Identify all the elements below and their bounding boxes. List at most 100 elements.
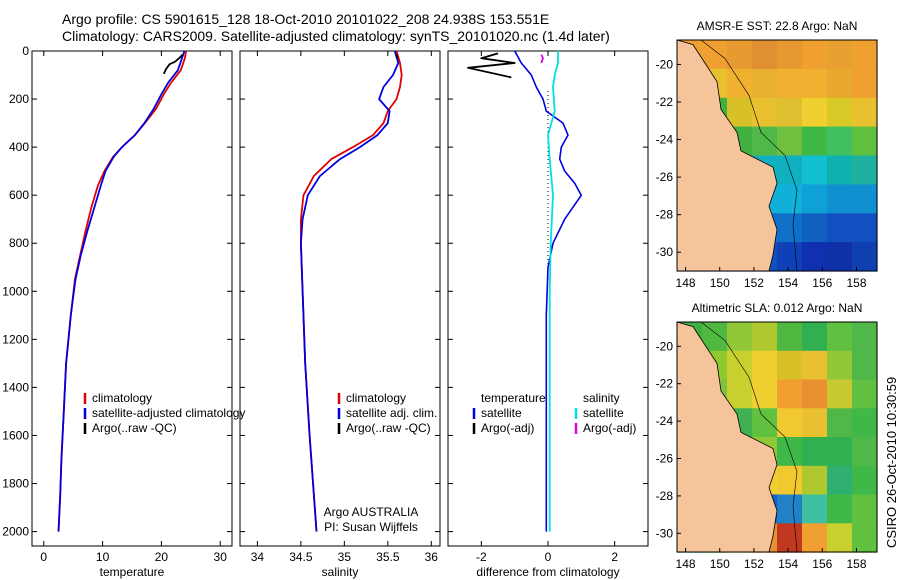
map-cell xyxy=(802,350,828,381)
map-y-tick-label: -24 xyxy=(656,414,674,428)
map-y-tick-label: -22 xyxy=(656,95,674,109)
y-tick-label: 0 xyxy=(22,44,29,58)
map-y-tick-label: -24 xyxy=(656,133,674,147)
x-axis-label: difference from climatology xyxy=(476,565,619,579)
map-title-1: AMSR-E SST: 22.8 Argo: NaN xyxy=(697,19,858,33)
y-tick-label: 2000 xyxy=(2,525,29,539)
map-cell xyxy=(827,322,853,352)
map-cell xyxy=(802,184,828,214)
x-tick-label: -2 xyxy=(476,550,487,564)
x-tick-label: 35.5 xyxy=(376,550,400,564)
map-cell xyxy=(827,437,853,467)
x-axis-label: temperature xyxy=(100,565,165,579)
y-tick-label: 400 xyxy=(9,140,29,154)
map-y-tick-label: -28 xyxy=(656,489,674,503)
map-cell xyxy=(827,379,853,409)
map-cell xyxy=(827,155,853,185)
legend-title-temperature: temperature xyxy=(481,391,546,405)
map-cell xyxy=(802,40,828,70)
legend-entry-diff-sal-0: satellite xyxy=(583,406,624,420)
y-tick-label: 1600 xyxy=(2,428,29,442)
map-x-tick-label: 152 xyxy=(744,557,764,571)
map-title-2: Altimetric SLA: 0.012 Argo: NaN xyxy=(692,301,863,315)
map-cell xyxy=(752,322,778,352)
map-y-tick-label: -22 xyxy=(656,377,674,391)
map-x-tick-label: 154 xyxy=(778,557,798,571)
map-cell xyxy=(827,184,853,214)
legend-entry-sal-1: satellite adj. clim. xyxy=(346,406,437,420)
x-tick-label: 34 xyxy=(251,550,265,564)
map-cell xyxy=(852,155,878,185)
map-cell xyxy=(802,242,828,272)
map-cell xyxy=(777,97,803,128)
map-cell xyxy=(727,350,753,381)
legend-entry-diff-sal-1: Argo(-adj) xyxy=(583,421,636,435)
map-cell xyxy=(827,350,853,381)
land-mass xyxy=(676,39,778,272)
bathymetry-contour xyxy=(700,39,798,272)
map-cell xyxy=(777,68,803,99)
map-frame-2 xyxy=(676,321,878,553)
map-cell xyxy=(852,126,878,157)
map-cell xyxy=(852,465,878,496)
map-x-tick-label: 150 xyxy=(710,276,730,290)
map-cell xyxy=(852,322,878,352)
map-x-tick-label: 158 xyxy=(846,276,866,290)
panel-frame-1 xyxy=(31,50,233,547)
y-tick-label: 600 xyxy=(9,188,29,202)
map-cell xyxy=(852,68,878,99)
map-cell xyxy=(777,494,803,524)
map-cell xyxy=(777,322,803,352)
map-cell xyxy=(852,437,878,467)
map-cell xyxy=(852,242,878,272)
map-y-tick-label: -30 xyxy=(656,245,674,259)
map-cell xyxy=(752,97,778,128)
map-cell xyxy=(777,184,803,214)
map-cell xyxy=(802,465,828,496)
map-frame-1 xyxy=(676,39,878,272)
map-cell xyxy=(752,126,778,157)
map-cell xyxy=(827,126,853,157)
map-y-tick-label: -20 xyxy=(656,57,674,71)
legend-entry-diff-temp-1: Argo(-adj) xyxy=(481,421,534,435)
legend-entry-temp-1: satellite-adjusted climatology xyxy=(92,406,245,420)
map-cell xyxy=(802,126,828,157)
map-cell xyxy=(802,437,828,467)
map-cell xyxy=(752,379,778,409)
series-line-argo-raw-qc- xyxy=(395,54,399,59)
legend-entry-temp-2: Argo(..raw -QC) xyxy=(92,421,177,435)
map-cell xyxy=(802,379,828,409)
map-x-tick-label: 148 xyxy=(676,276,696,290)
map-cell xyxy=(727,68,753,99)
map-cell xyxy=(777,465,803,496)
y-tick-label: 1000 xyxy=(2,284,29,298)
legend-entry-temp-0: climatology xyxy=(92,391,152,405)
legend-entry-sal-0: climatology xyxy=(346,391,406,405)
map-y-tick-label: -26 xyxy=(656,170,674,184)
map-cell xyxy=(827,523,853,553)
series-line-satellite-adj-clim- xyxy=(299,50,400,532)
map-x-tick-label: 150 xyxy=(710,557,730,571)
series-line-salinity-argo-adj- xyxy=(540,54,544,64)
legend-title-salinity: salinity xyxy=(583,391,620,405)
map-y-tick-label: -20 xyxy=(656,339,674,353)
map-cell xyxy=(777,350,803,381)
map-cell xyxy=(852,408,878,438)
climatology-title: Climatology: CARS2009. Satellite-adjuste… xyxy=(62,28,610,44)
map-cell xyxy=(852,523,878,553)
x-tick-label: 34.5 xyxy=(289,550,313,564)
legend-entry-sal-2: Argo(..raw -QC) xyxy=(346,421,431,435)
map-cell xyxy=(727,322,753,352)
map-cell xyxy=(777,213,803,243)
map-cell xyxy=(802,68,828,99)
map-cell xyxy=(752,350,778,381)
map-cell xyxy=(852,350,878,381)
y-tick-label: 1200 xyxy=(2,332,29,346)
map-cell xyxy=(727,379,753,409)
float-annotation: Argo AUSTRALIA xyxy=(324,505,419,519)
y-tick-label: 200 xyxy=(9,92,29,106)
series-line-satellite-adjusted-climatology xyxy=(57,50,186,532)
map-cell xyxy=(802,155,828,185)
panel-frame-2 xyxy=(239,50,441,547)
